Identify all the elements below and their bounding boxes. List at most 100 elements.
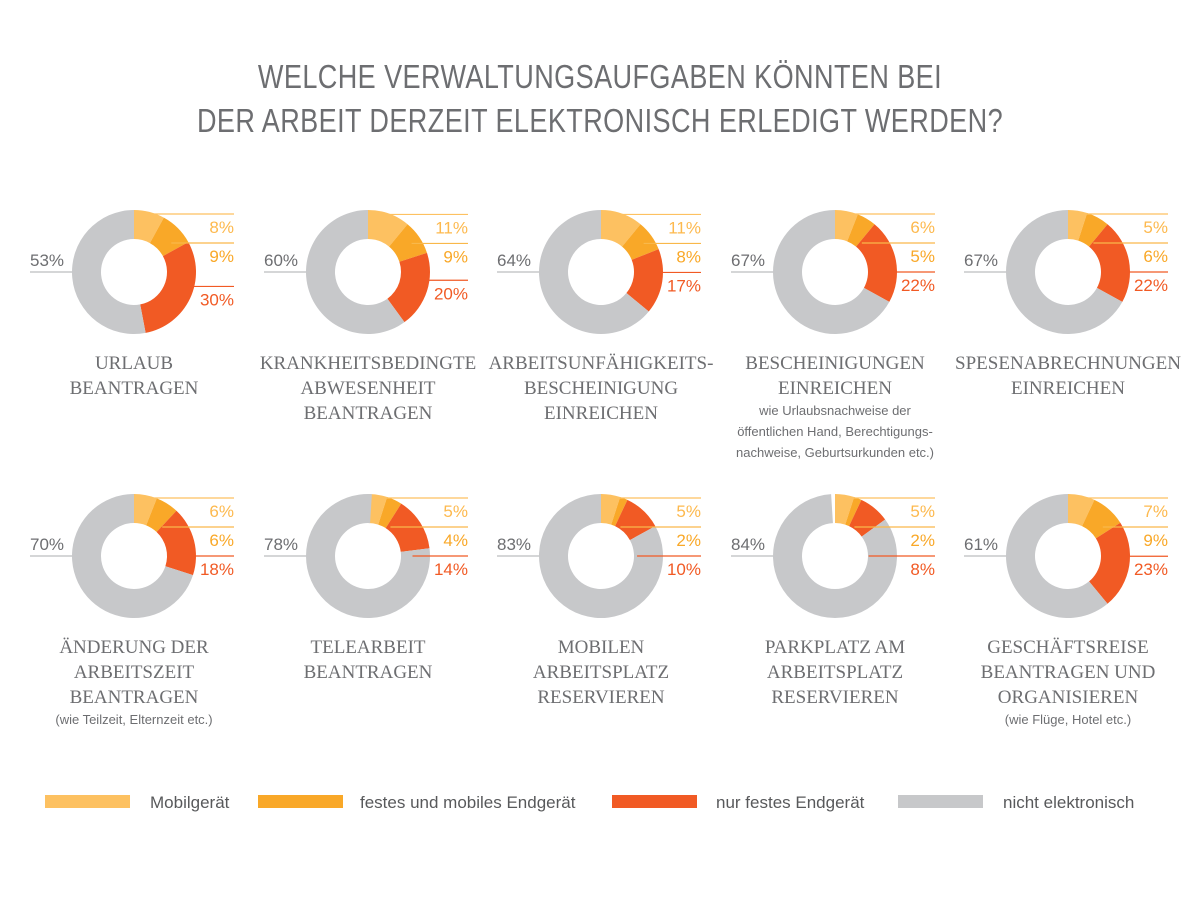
category-label: BESCHEINIGUNGEN [745, 353, 925, 374]
percent-label: 11% [668, 218, 701, 237]
donut-slice-nicht-elektronisch [538, 209, 649, 334]
percent-label: 20% [434, 284, 468, 303]
percent-label: 23% [1134, 560, 1168, 579]
category-label: GESCHÄFTSREISE [987, 637, 1149, 658]
donut-slice-nicht-elektronisch [71, 494, 193, 618]
percent-label: 22% [901, 276, 935, 295]
donut-slice-nur-festes [615, 499, 656, 541]
percent-label: 84% [731, 535, 765, 554]
donut-1: 8% 9% 30% 53% URLAUB BEANTRAGEN [30, 210, 234, 399]
percent-label: 5% [910, 502, 935, 521]
donut-2: 11% 9% 20% 60% KRANKHEITSBEDINGTE ABWESENHEIT… [260, 209, 476, 424]
percent-label: 18% [200, 560, 234, 579]
donut-9: 5% 2% 8% 84% PARKPLATZ AM ARBEITSPLATZ RESERVI… [731, 494, 935, 708]
donut-slice-festes-und-mobiles [378, 497, 402, 529]
donut-slice-nur-festes [387, 252, 430, 323]
legend-label: Mobilgerät [150, 793, 230, 812]
percent-label: 4% [443, 531, 468, 550]
donut-slice-mobilgeraet [368, 494, 388, 525]
percent-label: 5% [1143, 218, 1168, 237]
percent-label: 6% [1143, 247, 1168, 266]
category-label: BEANTRAGEN [304, 662, 433, 683]
donut-10: 7% 9% 23% 61% GESCHÄFTSREISE BEANTRAGEN UND OR… [964, 494, 1168, 727]
category-label: URLAUB [95, 353, 173, 374]
donut-slice-nicht-elektronisch [772, 210, 890, 335]
category-label: SPESENABRECHNUNGEN [955, 353, 1181, 374]
legend-swatch [898, 795, 983, 808]
donut-slice-festes-und-mobiles [149, 217, 189, 257]
percent-label: 8% [209, 218, 234, 237]
legend-label: festes und mobiles Endgerät [360, 793, 576, 812]
percent-label: 7% [1143, 502, 1168, 521]
legend-label: nicht elektronisch [1003, 793, 1134, 812]
percent-label: 8% [910, 560, 935, 579]
legend-swatch [612, 795, 697, 808]
percent-label: 70% [30, 535, 64, 554]
legend-swatch [258, 795, 343, 808]
percent-label: 30% [200, 290, 234, 309]
legend: Mobilgerät festes und mobiles Endgerät nur… [45, 793, 1134, 812]
donut-slice-festes-und-mobiles [845, 497, 862, 527]
category-label: KRANKHEITSBEDINGTE [260, 353, 476, 374]
donut-slice-mobilgeraet [835, 210, 858, 242]
donut-slice-mobilgeraet [601, 494, 621, 525]
percent-label: 10% [667, 560, 701, 579]
category-label: BEANTRAGEN [70, 687, 199, 708]
category-label: BESCHEINIGUNG [524, 378, 678, 399]
donut-4: 6% 5% 22% 67% BESCHEINIGUNGEN EINREICHEN wie U… [731, 210, 935, 460]
category-note: nachweise, Geburtsurkunden etc.) [736, 445, 934, 460]
category-label: ARBEITSPLATZ [767, 662, 903, 683]
category-label: ARBEITSZEIT [74, 662, 195, 683]
category-label: ARBEITSUNFÄHIGKEITS- [489, 353, 714, 374]
percent-label: 9% [443, 247, 468, 266]
donut-slice-nicht-elektronisch [538, 494, 663, 618]
percent-label: 9% [209, 247, 234, 266]
donut-slice-nicht-elektronisch [1006, 494, 1108, 618]
percent-label: 5% [443, 502, 468, 521]
donut-slice-nicht-elektronisch [1006, 210, 1123, 334]
donut-slice-mobilgeraet [601, 210, 641, 247]
donut-slice-nicht-elektronisch [71, 210, 146, 334]
donut-slice-nur-festes [1089, 522, 1130, 604]
donut-slice-mobilgeraet [1068, 494, 1095, 527]
percent-label: 60% [264, 251, 298, 270]
donut-slice-mobilgeraet [1068, 210, 1088, 241]
percent-label: 67% [731, 251, 765, 270]
donut-8: 5% 2% 10% 83% MOBILEN ARBEITSPLATZ RESERVIEREN [497, 494, 701, 708]
percent-label: 6% [910, 218, 935, 237]
donut-slice-festes-und-mobiles [1082, 499, 1121, 539]
percent-label: 8% [676, 247, 701, 266]
donut-slice-nur-festes [385, 503, 430, 552]
category-label: ABWESENHEIT [300, 378, 435, 399]
category-label: EINREICHEN [778, 378, 892, 399]
donut-slice-nicht-elektronisch [772, 494, 897, 618]
percent-label: 11% [435, 218, 468, 237]
category-label: EINREICHEN [1011, 378, 1125, 399]
category-label: BEANTRAGEN UND [981, 662, 1156, 683]
category-label: PARKPLATZ AM [765, 637, 905, 658]
donut-slice-festes-und-mobiles [1078, 213, 1108, 247]
category-label: RESERVIEREN [537, 687, 665, 708]
percent-label: 5% [910, 247, 935, 266]
percent-label: 22% [1134, 276, 1168, 295]
donut-slice-festes-und-mobiles [146, 498, 177, 532]
legend-label: nur festes Endgerät [716, 793, 865, 812]
chart-title-line-1: WELCHE VERWALTUNGSAUFGABEN KÖNNTEN BEI [257, 58, 943, 95]
donut-slice-festes-und-mobiles [622, 224, 659, 260]
category-note: (wie Flüge, Hotel etc.) [1005, 712, 1131, 727]
donut-5: 5% 6% 22% 67% SPESENABRECHNUNGEN EINREICHEN [955, 210, 1181, 399]
percent-label: 5% [676, 502, 701, 521]
donut-slice-nicht-elektronisch [306, 494, 430, 618]
percent-label: 14% [434, 560, 468, 579]
donut-slice-mobilgeraet [134, 494, 157, 526]
donut-6: 6% 6% 18% 70% ÄNDERUNG DER ARBEITSZEIT BEANTRA… [30, 494, 234, 727]
donut-slice-nur-festes [856, 224, 897, 302]
chart-title-line-2: DER ARBEIT DERZEIT ELEKTRONISCH ERLEDIGT… [196, 102, 1004, 139]
donut-slice-nur-festes [626, 249, 663, 312]
category-label: ÄNDERUNG DER [59, 637, 209, 658]
category-note: öffentlichen Hand, Berechtigungs- [737, 424, 933, 439]
percent-label: 64% [497, 251, 531, 270]
percent-label: 78% [264, 535, 298, 554]
percent-label: 17% [667, 276, 701, 295]
